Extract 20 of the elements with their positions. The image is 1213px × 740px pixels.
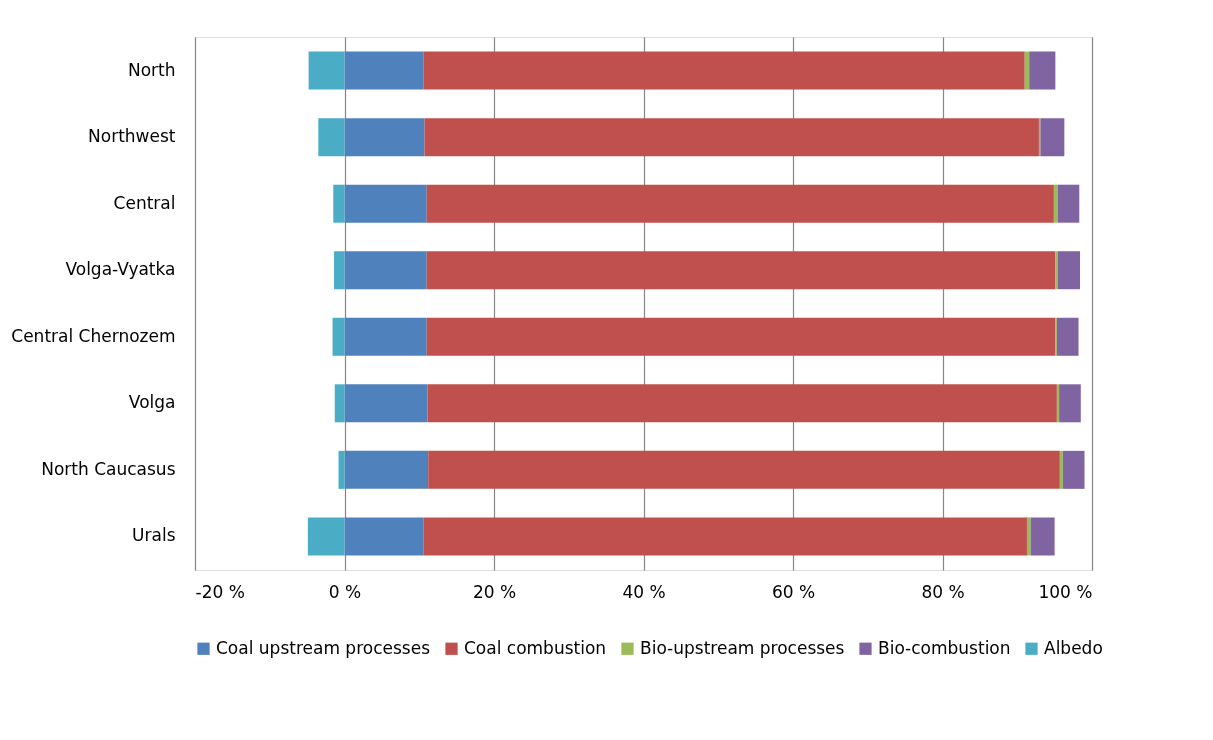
legend-label: Bio-upstream processes: [640, 637, 845, 658]
y-tick-label: Volga-Vyatka: [65, 259, 176, 280]
y-tick-label: Central: [113, 192, 176, 213]
x-tick-label: 0 %: [328, 581, 362, 602]
y-tick-label: Northwest: [88, 126, 176, 147]
y-tick-label: Volga: [128, 392, 176, 413]
y-tick-label: North Caucasus: [41, 458, 176, 479]
x-tick-label: 20 %: [472, 581, 517, 602]
x-tick-label: -20 %: [195, 581, 245, 602]
y-tick-label: Central Chernozem: [11, 325, 176, 346]
y-tick-label: North: [127, 59, 176, 80]
x-tick-label: 60 %: [771, 581, 816, 602]
legend-label: Albedo: [1044, 637, 1103, 658]
legend-label: Coal upstream processes: [216, 637, 431, 658]
x-tick-label: 40 %: [622, 581, 666, 602]
x-tick-label: 80 %: [921, 581, 965, 602]
y-tick-label: Urals: [132, 525, 176, 546]
legend-label: Bio-combustion: [878, 637, 1011, 658]
legend-label: Coal combustion: [464, 637, 607, 658]
x-tick-label: 100 %: [1038, 581, 1093, 602]
